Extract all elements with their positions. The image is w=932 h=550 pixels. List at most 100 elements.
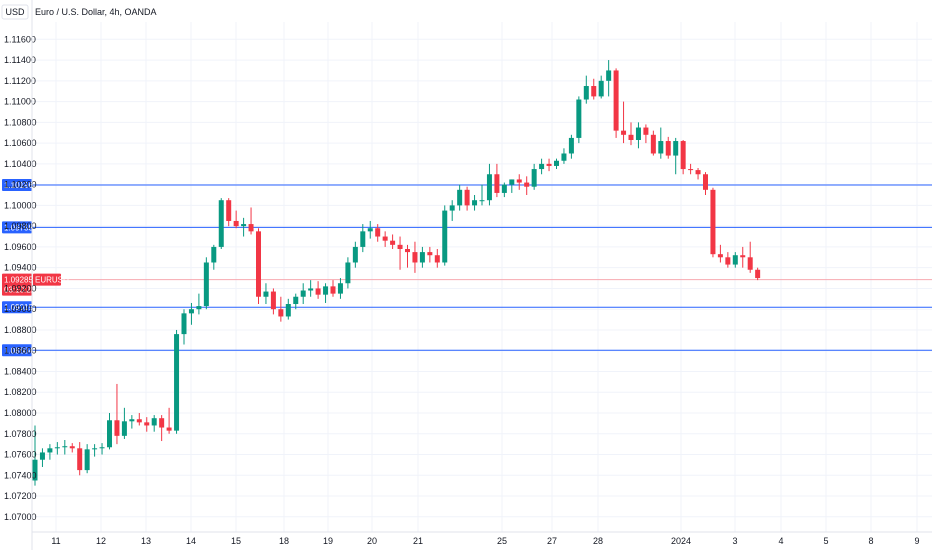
candle[interactable] xyxy=(278,296,284,322)
candle[interactable] xyxy=(427,246,433,263)
candle[interactable] xyxy=(434,248,440,268)
candle[interactable] xyxy=(337,278,343,299)
candle[interactable] xyxy=(405,244,410,268)
candle[interactable] xyxy=(725,252,731,268)
candle[interactable] xyxy=(54,442,60,455)
candle[interactable] xyxy=(606,60,612,97)
candle[interactable] xyxy=(665,136,671,159)
candle[interactable] xyxy=(107,413,112,450)
candle[interactable] xyxy=(755,267,761,281)
candle[interactable] xyxy=(710,187,716,258)
candle[interactable] xyxy=(464,186,470,211)
candle[interactable] xyxy=(501,182,507,198)
candle[interactable] xyxy=(703,172,708,196)
candle[interactable] xyxy=(740,246,746,268)
candle[interactable] xyxy=(576,96,582,144)
candle[interactable] xyxy=(613,68,619,138)
candle[interactable] xyxy=(382,231,388,247)
candle[interactable] xyxy=(256,228,261,305)
candle[interactable] xyxy=(367,220,373,239)
candle[interactable] xyxy=(69,443,75,453)
candle[interactable] xyxy=(397,236,403,270)
candle[interactable] xyxy=(196,293,202,315)
candle[interactable] xyxy=(181,309,187,345)
candle[interactable] xyxy=(203,257,209,310)
candle[interactable] xyxy=(345,257,351,289)
candles-layer[interactable] xyxy=(32,60,761,486)
candle[interactable] xyxy=(673,137,679,175)
candle[interactable] xyxy=(114,383,120,445)
candle[interactable] xyxy=(218,198,224,249)
candle[interactable] xyxy=(390,234,396,249)
candle[interactable] xyxy=(583,75,589,104)
candle[interactable] xyxy=(539,158,545,175)
candle[interactable] xyxy=(658,127,664,159)
candle[interactable] xyxy=(419,246,425,268)
candle[interactable] xyxy=(509,179,515,193)
candle[interactable] xyxy=(293,293,299,310)
candle[interactable] xyxy=(285,298,291,320)
candle[interactable] xyxy=(375,224,381,242)
candle[interactable] xyxy=(516,174,522,190)
candle[interactable] xyxy=(32,425,38,486)
candle[interactable] xyxy=(92,444,98,457)
candle[interactable] xyxy=(650,130,656,156)
candle[interactable] xyxy=(635,122,641,149)
candle[interactable] xyxy=(352,241,358,268)
candle[interactable] xyxy=(330,280,336,297)
candle[interactable] xyxy=(188,302,194,325)
candle[interactable] xyxy=(546,158,552,172)
candle[interactable] xyxy=(643,124,649,144)
candle[interactable] xyxy=(531,163,537,190)
price-axis[interactable]: 1.11600 1.11400 1.11200 1.11000 1.10800 1.106… xyxy=(4,0,37,550)
candle[interactable] xyxy=(732,252,738,268)
candle[interactable] xyxy=(233,210,239,229)
candle[interactable] xyxy=(129,415,135,429)
candle[interactable] xyxy=(568,134,574,159)
candle[interactable] xyxy=(717,244,723,263)
candle[interactable] xyxy=(561,148,567,164)
candle[interactable] xyxy=(121,407,127,439)
candle[interactable] xyxy=(84,444,90,474)
candle[interactable] xyxy=(360,224,366,253)
candle[interactable] xyxy=(554,158,559,170)
candle[interactable] xyxy=(47,444,53,460)
candle[interactable] xyxy=(211,244,217,270)
currency-button[interactable]: USD xyxy=(1,4,29,20)
candle[interactable] xyxy=(315,281,321,299)
candle[interactable] xyxy=(524,176,530,196)
candle[interactable] xyxy=(39,448,45,467)
candle[interactable] xyxy=(747,241,753,273)
candle[interactable] xyxy=(479,184,485,206)
candle[interactable] xyxy=(591,78,597,100)
candle[interactable] xyxy=(494,163,500,198)
candle[interactable] xyxy=(144,417,150,432)
time-axis[interactable]: 11 12 13 14 15 18 19 20 21 25 27 28 2024 3 4 5 8 9 xyxy=(32,531,932,546)
candle[interactable] xyxy=(159,415,165,442)
candle[interactable] xyxy=(136,413,142,426)
horizontal-levels[interactable]: 1.10196 1.09788 1.09019 1.08604 1.0928503:10… xyxy=(2,179,932,357)
candle[interactable] xyxy=(457,184,463,211)
candle[interactable] xyxy=(598,75,604,99)
candle[interactable] xyxy=(174,329,180,434)
candle[interactable] xyxy=(270,288,276,315)
candle[interactable] xyxy=(695,168,701,180)
candle[interactable] xyxy=(166,407,172,434)
candle[interactable] xyxy=(62,439,68,455)
candle[interactable] xyxy=(263,283,269,305)
candle[interactable] xyxy=(680,139,686,175)
candle[interactable] xyxy=(688,163,694,175)
candle[interactable] xyxy=(621,101,627,144)
candle[interactable] xyxy=(151,415,157,432)
candle[interactable] xyxy=(412,241,418,273)
candle[interactable] xyxy=(442,205,448,266)
candle[interactable] xyxy=(628,122,634,146)
candle[interactable] xyxy=(472,195,478,211)
candle[interactable] xyxy=(449,200,455,221)
candle[interactable] xyxy=(308,280,314,297)
candle[interactable] xyxy=(99,443,105,455)
candle[interactable] xyxy=(77,442,83,476)
candle[interactable] xyxy=(241,217,247,237)
candle[interactable] xyxy=(300,283,306,305)
candle[interactable] xyxy=(248,207,254,235)
